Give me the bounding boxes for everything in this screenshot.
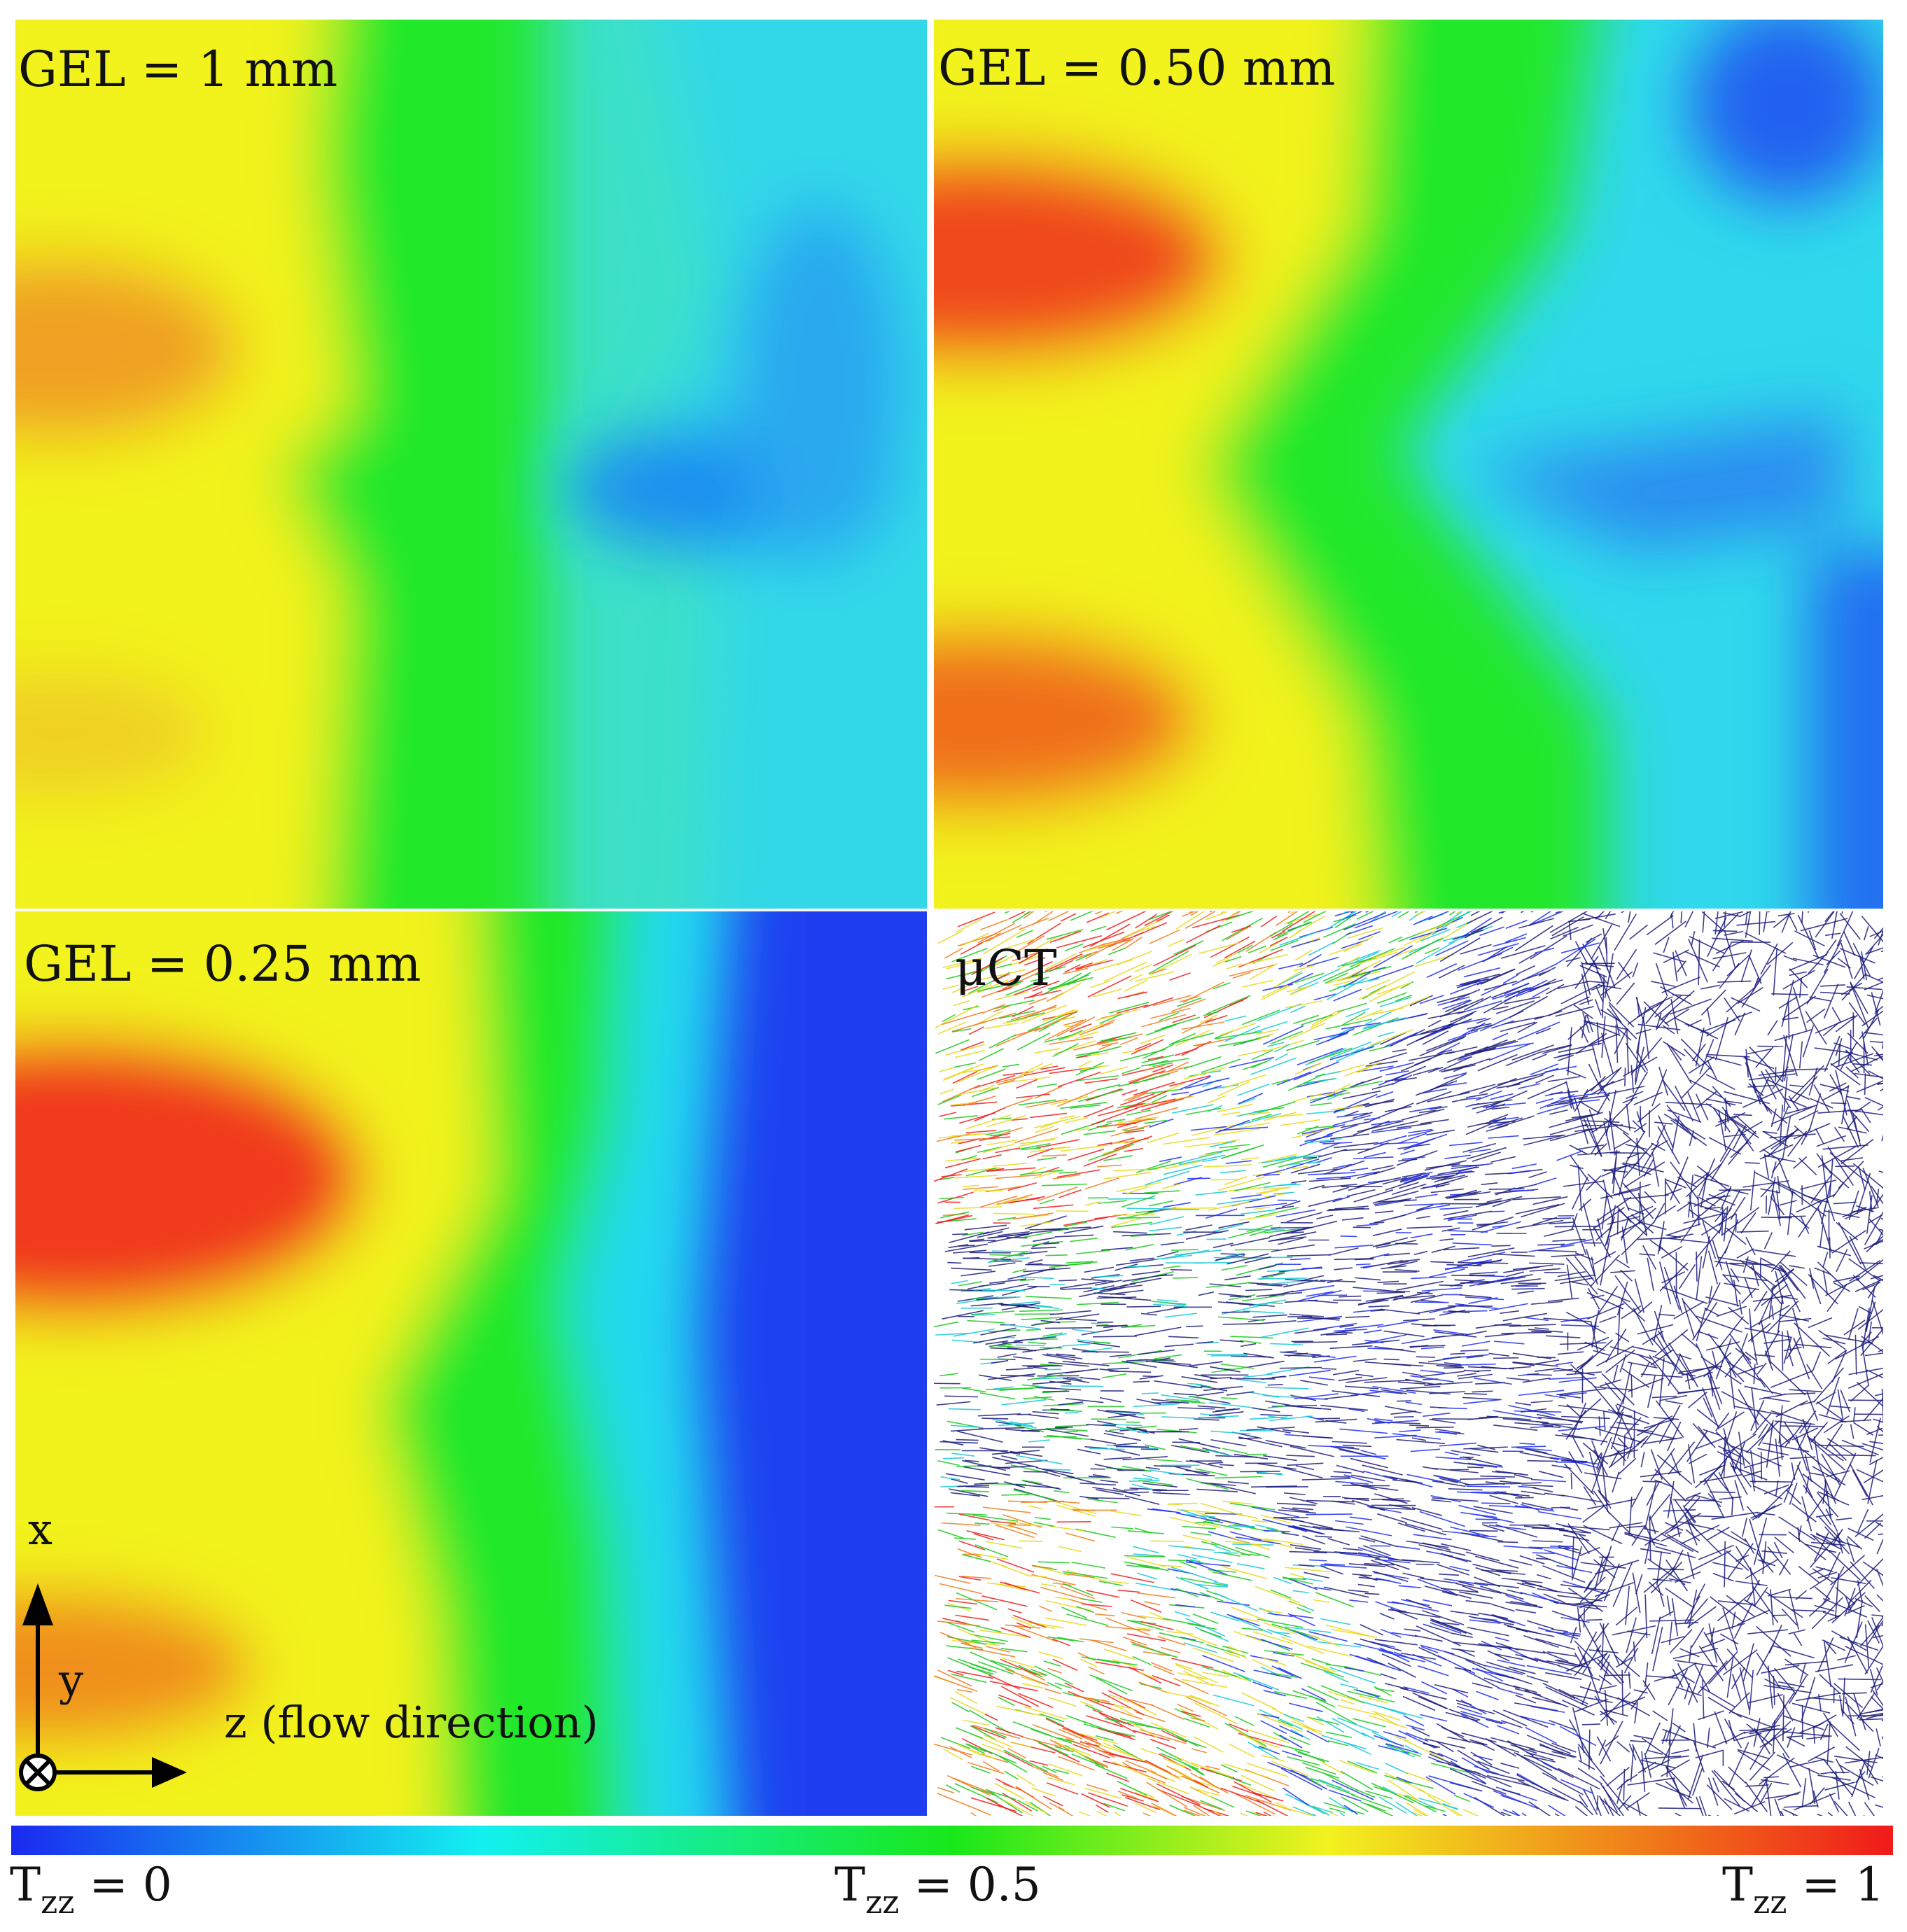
field-panel-gel-050mm: GEL = 0.50 mm [934,20,1883,909]
field-panel-gel-025mm: GEL = 0.25 mm x y z (flow direction) [15,911,927,1816]
z-arrowhead-icon [152,1757,187,1788]
panel-label: GEL = 1 mm [18,41,338,98]
colorbar-mid-label: Tzz = 0.5 [834,1858,1041,1921]
fiber-panel-uct: μCT [934,911,1883,1816]
field-panel-gel-1mm: GEL = 1 mm [15,20,927,909]
x-axis-label: x [28,1504,53,1555]
field-map-gel-050mm [934,20,1883,909]
fiber-orientation-map [934,911,1883,1816]
fiber-strokes [934,911,1883,1816]
panel-label: μCT [955,939,1057,997]
colorbar-gradient [11,1826,1893,1855]
colorbar-min-label: Tzz = 0 [10,1858,172,1921]
field-map-gel-1mm [15,20,927,909]
panel-label: GEL = 0.25 mm [24,935,421,993]
panel-label: GEL = 0.50 mm [938,39,1336,97]
axis-triad [19,1583,187,1791]
field-map-gel-025mm [15,911,927,1816]
y-axis-label: y [59,1655,84,1706]
colorbar-max-label: Tzz = 1 [1722,1858,1885,1921]
z-axis-label: z (flow direction) [224,1697,599,1748]
x-arrowhead-icon [22,1583,53,1625]
colorbar [11,1826,1893,1855]
